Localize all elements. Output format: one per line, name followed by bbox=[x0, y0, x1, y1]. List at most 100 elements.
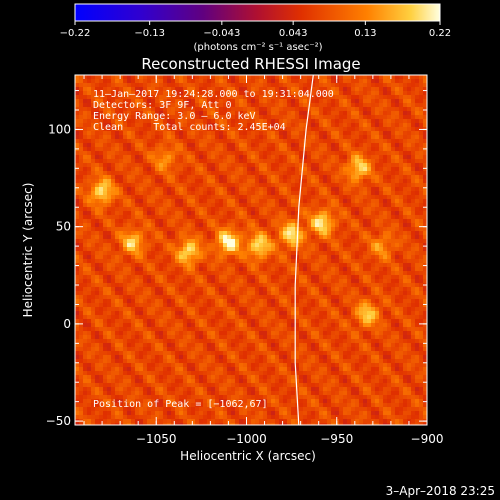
heatmap-cell bbox=[239, 151, 243, 155]
heatmap-cell bbox=[115, 263, 119, 267]
heatmap-cell bbox=[183, 235, 187, 239]
heatmap-cell bbox=[259, 187, 263, 191]
heatmap-cell bbox=[139, 199, 143, 203]
heatmap-cell bbox=[103, 243, 107, 247]
heatmap-cell bbox=[255, 115, 259, 119]
heatmap-cell bbox=[223, 119, 227, 123]
heatmap-cell bbox=[103, 139, 107, 143]
heatmap-cell bbox=[287, 159, 291, 163]
heatmap-cell bbox=[227, 199, 231, 203]
heatmap-cell bbox=[259, 199, 263, 203]
heatmap-cell bbox=[151, 83, 155, 87]
heatmap-cell bbox=[191, 219, 195, 223]
heatmap-cell bbox=[399, 135, 403, 139]
heatmap-cell bbox=[259, 155, 263, 159]
heatmap-cell bbox=[395, 275, 399, 279]
heatmap-cell bbox=[311, 103, 315, 107]
heatmap-cell bbox=[91, 283, 95, 287]
heatmap-cell bbox=[115, 79, 119, 83]
heatmap-cell bbox=[147, 139, 151, 143]
heatmap-cell bbox=[311, 195, 315, 199]
heatmap-cell bbox=[347, 275, 351, 279]
heatmap-cell bbox=[79, 271, 83, 275]
heatmap-cell bbox=[223, 231, 227, 235]
heatmap-cell bbox=[191, 163, 195, 167]
heatmap-cell bbox=[135, 139, 139, 143]
heatmap-cell bbox=[363, 247, 367, 251]
heatmap-cell bbox=[155, 183, 159, 187]
heatmap-cell bbox=[331, 151, 335, 155]
heatmap-cell bbox=[323, 127, 327, 131]
heatmap-cell bbox=[343, 75, 347, 79]
heatmap-cell bbox=[151, 299, 155, 303]
heatmap-cell bbox=[415, 91, 419, 95]
heatmap-cell bbox=[371, 267, 375, 271]
heatmap-cell bbox=[419, 107, 423, 111]
heatmap-cell bbox=[231, 219, 235, 223]
heatmap-cell bbox=[399, 219, 403, 223]
heatmap-cell bbox=[187, 227, 191, 231]
heatmap-cell bbox=[83, 175, 87, 179]
heatmap-cell bbox=[103, 75, 107, 79]
heatmap-cell bbox=[255, 135, 259, 139]
heatmap-cell bbox=[243, 143, 247, 147]
heatmap-cell bbox=[219, 183, 223, 187]
heatmap-cell bbox=[111, 83, 115, 87]
heatmap-cell bbox=[303, 171, 307, 175]
heatmap-cell bbox=[235, 279, 239, 283]
heatmap-cell bbox=[311, 99, 315, 103]
heatmap-cell bbox=[351, 295, 355, 299]
heatmap-cell bbox=[419, 203, 423, 207]
heatmap-cell bbox=[359, 111, 363, 115]
heatmap-cell bbox=[231, 275, 235, 279]
heatmap-cell bbox=[107, 163, 111, 167]
heatmap-cell bbox=[123, 175, 127, 179]
heatmap-cell bbox=[319, 155, 323, 159]
heatmap-cell bbox=[291, 219, 295, 223]
heatmap-cell bbox=[215, 95, 219, 99]
heatmap-cell bbox=[371, 115, 375, 119]
heatmap-cell bbox=[407, 287, 411, 291]
heatmap-cell bbox=[91, 259, 95, 263]
heatmap-cell bbox=[123, 127, 127, 131]
heatmap-cell bbox=[127, 87, 131, 91]
heatmap-cell bbox=[295, 295, 299, 299]
heatmap-cell bbox=[91, 299, 95, 303]
heatmap-cell bbox=[107, 111, 111, 115]
heatmap-cell bbox=[163, 231, 167, 235]
heatmap-cell bbox=[235, 199, 239, 203]
heatmap-cell bbox=[151, 175, 155, 179]
heatmap-cell bbox=[283, 179, 287, 183]
heatmap-cell bbox=[139, 131, 143, 135]
heatmap-cell bbox=[251, 247, 255, 251]
heatmap-cell bbox=[147, 155, 151, 159]
heatmap-cell bbox=[159, 135, 163, 139]
heatmap-cell bbox=[343, 183, 347, 187]
heatmap-cell bbox=[423, 207, 427, 211]
heatmap-cell bbox=[247, 79, 251, 83]
heatmap-cell bbox=[215, 167, 219, 171]
heatmap-cell bbox=[87, 95, 91, 99]
heatmap-cell bbox=[155, 87, 159, 91]
heatmap-cell bbox=[115, 91, 119, 95]
heatmap-cell bbox=[335, 175, 339, 179]
heatmap-cell bbox=[247, 159, 251, 163]
heatmap-cell bbox=[223, 95, 227, 99]
heatmap-cell bbox=[203, 275, 207, 279]
heatmap-cell bbox=[179, 211, 183, 215]
heatmap-cell bbox=[327, 279, 331, 283]
heatmap-cell bbox=[143, 171, 147, 175]
heatmap-cell bbox=[287, 163, 291, 167]
heatmap-cell bbox=[167, 75, 171, 79]
heatmap-cell bbox=[347, 119, 351, 123]
heatmap-cell bbox=[79, 251, 83, 255]
heatmap-cell bbox=[251, 227, 255, 231]
heatmap-cell bbox=[355, 219, 359, 223]
heatmap-cell bbox=[163, 247, 167, 251]
heatmap-cell bbox=[203, 187, 207, 191]
heatmap-cell bbox=[383, 207, 387, 211]
heatmap-cell bbox=[175, 207, 179, 211]
heatmap-cell bbox=[419, 251, 423, 255]
heatmap-cell bbox=[115, 107, 119, 111]
